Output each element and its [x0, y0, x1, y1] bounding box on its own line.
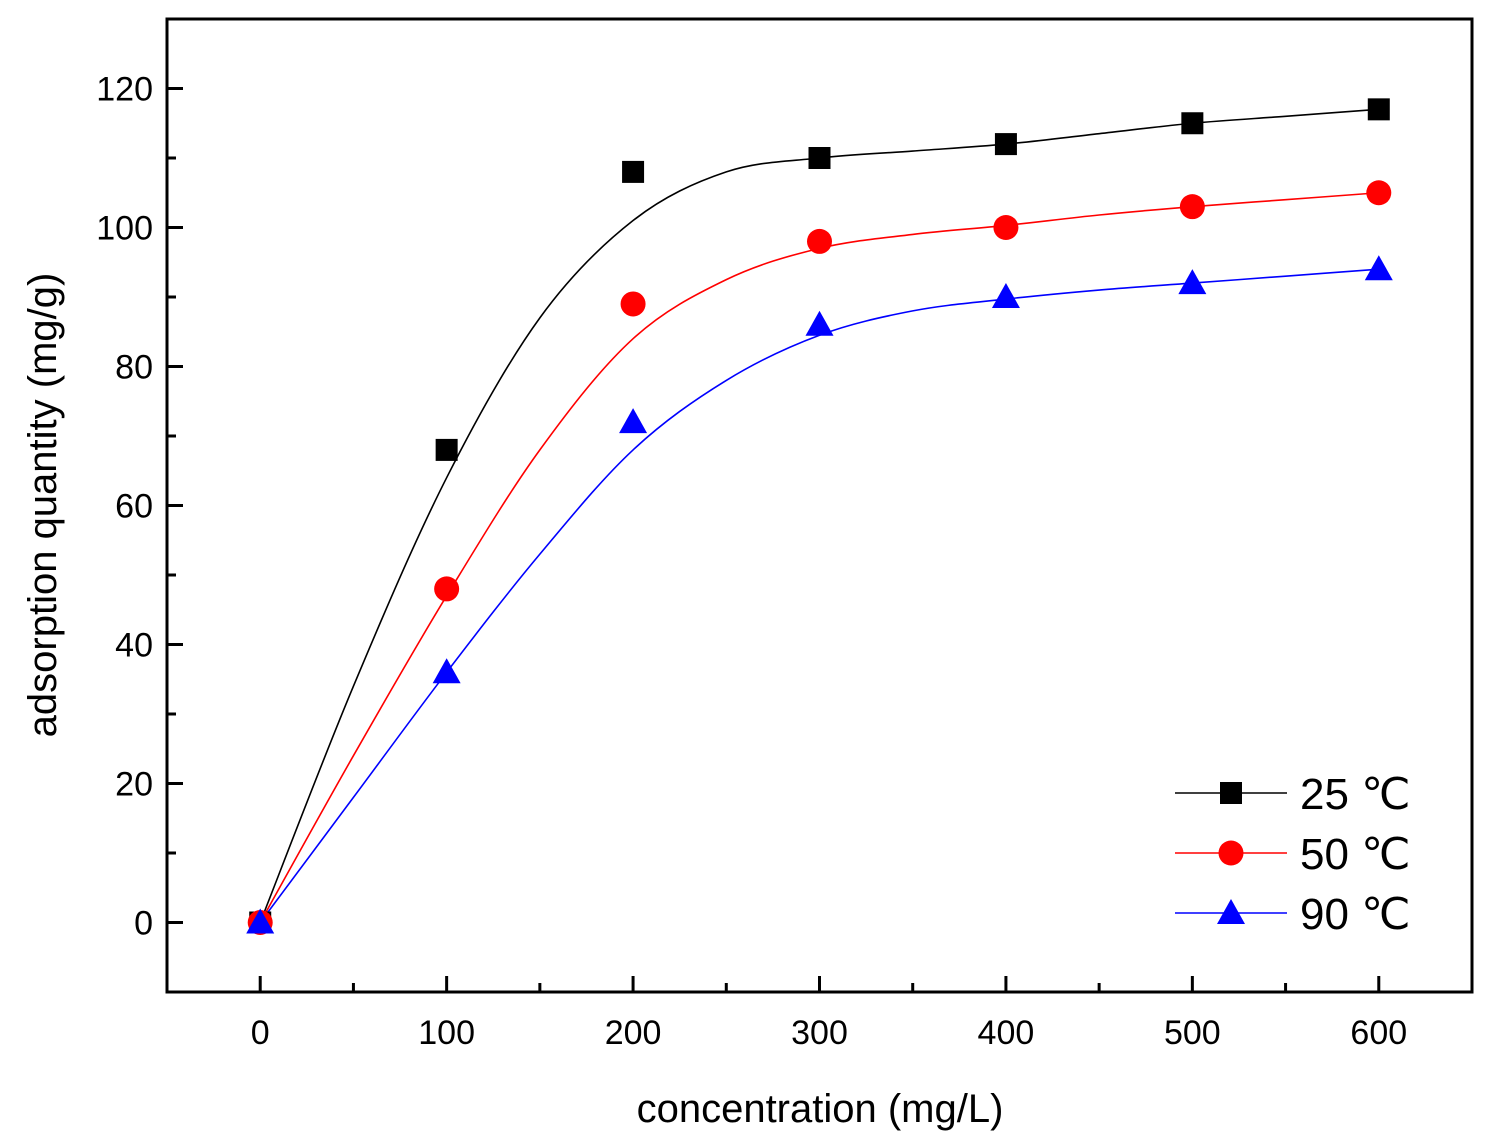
- data-point-series-2: [1366, 180, 1392, 206]
- legend-label: 90 ℃: [1300, 890, 1411, 939]
- fit-lines: [259, 108, 1379, 923]
- data-point-series-1: [808, 147, 831, 169]
- data-point-series-1: [1367, 98, 1390, 121]
- fit-line-series-3: [259, 268, 1379, 923]
- data-point-series-3: [991, 283, 1020, 308]
- data-point-series-3: [619, 408, 648, 434]
- data-point-series-2: [434, 576, 460, 602]
- x-tick-label: 400: [978, 1014, 1035, 1052]
- y-tick-label: 60: [115, 488, 153, 526]
- fit-line-series-2: [259, 191, 1379, 923]
- data-point-series-1: [1181, 112, 1204, 135]
- data-point-series-2: [620, 291, 646, 317]
- legend-marker: [1217, 899, 1245, 924]
- data-point-series-3: [1364, 255, 1393, 281]
- x-tick-label: 600: [1350, 1014, 1407, 1052]
- y-tick-labels: 0 20 40 60 80 100 120: [96, 71, 153, 943]
- x-tick-label: 500: [1164, 1014, 1221, 1052]
- y-tick-label: 40: [115, 627, 153, 665]
- y-tick-label: 80: [115, 349, 153, 387]
- x-tick-label: 300: [791, 1014, 848, 1052]
- data-point-series-1: [994, 133, 1017, 156]
- legend-marker: [1218, 840, 1244, 866]
- data-point-series-2: [993, 215, 1019, 240]
- x-tick-labels: 0 100 200 300 400 500 600: [251, 1014, 1407, 1052]
- data-point-series-3: [805, 310, 834, 336]
- x-axis-title: concentration (mg/L): [637, 1087, 1004, 1131]
- legend-label: 50 ℃: [1300, 830, 1411, 879]
- data-point-series-1: [435, 438, 458, 461]
- data-point-series-3: [246, 908, 275, 934]
- y-axis-title: adsorption quantity (mg/g): [21, 273, 65, 738]
- data-point-series-3: [432, 658, 461, 684]
- data-point-series-2: [807, 228, 832, 254]
- x-tick-label: 200: [605, 1014, 662, 1052]
- axis-ticks: [167, 87, 1381, 992]
- data-point-series-2: [1179, 194, 1205, 220]
- y-tick-label: 100: [96, 210, 153, 248]
- data-markers: [246, 98, 1393, 935]
- data-point-series-1: [622, 160, 645, 183]
- fit-line-series-1: [259, 108, 1379, 923]
- legend: 25 ℃ 50 ℃ 90 ℃: [1175, 770, 1411, 939]
- legend-marker: [1220, 782, 1242, 804]
- data-point-series-3: [1178, 269, 1207, 295]
- y-tick-label: 0: [134, 905, 153, 943]
- legend-label: 25 ℃: [1300, 770, 1411, 819]
- y-tick-label: 20: [115, 766, 153, 804]
- y-tick-label: 120: [96, 71, 153, 109]
- x-tick-label: 0: [251, 1014, 270, 1052]
- x-tick-label: 100: [418, 1014, 475, 1052]
